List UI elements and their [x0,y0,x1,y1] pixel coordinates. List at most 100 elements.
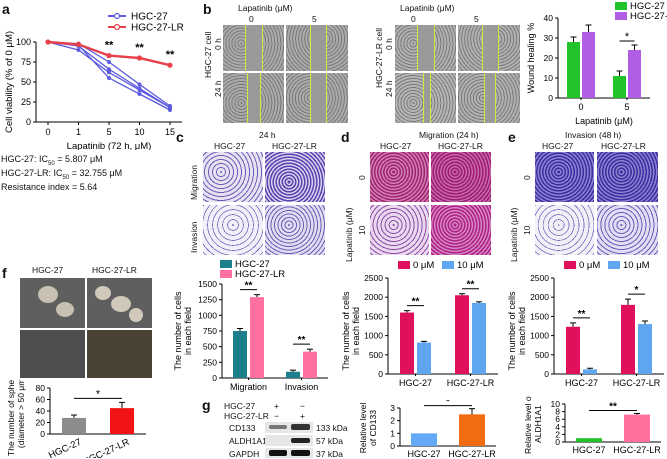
panel-g-label: g [202,397,211,413]
data-point [168,105,172,110]
y-axis-label: (diameter > 50 μm) [16,380,26,448]
y-tick-label: 250 [203,357,217,367]
c-row: Migration [189,165,199,200]
y-tick-label: 1500 [530,311,549,321]
bar [582,32,595,98]
g-sign: − [274,411,279,421]
y-tick-label: 0 [26,117,31,127]
legend-label: HGC-27-LR [630,11,667,22]
x-tick-label: 1 [76,127,81,137]
significance-mark: * [446,400,450,408]
b-time-label: 0 h [384,38,394,50]
b-time-label: 0 h [213,38,223,50]
y-tick-label: 1000 [198,310,217,320]
g-band: GAPDH [229,449,260,459]
stain-image [203,205,263,255]
legend-label: HGC-27 [131,12,168,23]
b-dose: 0 [411,14,416,24]
y-tick-label: 750 [203,326,217,336]
data-point [75,41,82,48]
b-time-label: 24 h [384,80,394,97]
legend-label: 0 μM [413,260,434,271]
y-tick-label: 2 [555,429,560,439]
x-tick-label: 15 [165,127,175,137]
y-tick-label: 0 [40,429,45,439]
bar [411,433,437,446]
ic50-hgc27: HGC-27: IC50 = 5.807 μM [1,154,103,167]
x-tick-label: HGC-27 [399,378,432,388]
significance-mark: ** [412,297,420,308]
b-dose: 0 [249,14,254,24]
legend-swatch [220,270,232,278]
y-tick-label: 0 [555,437,560,447]
legend-swatch [442,261,454,269]
y-tick-label: 1250 [198,295,217,305]
d-dose: 0 [357,175,367,180]
data-point [107,60,111,64]
bar [638,324,652,374]
bar [567,42,580,98]
x-tick-label: HGC-27 [565,378,598,388]
d-col: HGC-27 [380,141,412,151]
x-tick-label: 0 [578,102,583,112]
y-axis-label: ALDH1A1 [533,405,543,443]
y-tick-label: 2500 [364,273,383,283]
b-dose: 5 [474,14,479,24]
legend-swatch [220,260,232,268]
bar [576,438,602,442]
x-tick-label: HGC-27-LR [448,449,496,458]
y-tick-label: 20 [36,418,46,428]
bar [472,302,486,374]
x-tick-label: HGC-27 [47,437,83,458]
significance-mark: ** [135,42,144,54]
stain-image [265,205,325,255]
data-point [45,39,51,45]
panel-b-label: b [203,1,212,17]
y-axis-label: in each field [351,307,361,355]
g-lane-hdr: HGC-27-LR [224,411,269,421]
d-title: Migration (24 h) [419,130,479,140]
stain-image [535,152,594,202]
significance-mark: * [635,285,639,296]
bar [233,331,247,378]
legend-label: 10 μM [623,260,650,271]
y-tick-label: 1000 [530,331,549,341]
d-dose-label: Lapatinib (μM) [344,207,354,262]
ic50-hgc27-lr: HGC-27-LR: IC50 = 32.755 μM [1,168,123,181]
series-line [47,41,171,109]
y-tick-label: 500 [535,350,549,360]
y-axis-label: The number of cells [341,291,351,371]
wound-image [223,73,284,123]
data-point [137,92,142,96]
legend-swatch [398,261,410,269]
e-dose: 10 [522,225,532,235]
y-tick-label: 0 [212,373,217,383]
bar [417,342,431,374]
x-tick-label: Invasion [285,382,319,392]
resistance-index: Resistance index = 5.64 [1,182,98,192]
y-tick-label: 40 [544,13,554,23]
significance-mark: ** [298,335,306,346]
y-tick-label: 0 [378,369,383,379]
wound-image [395,73,456,123]
significance-mark: ** [467,280,475,291]
y-tick-label: 25 [21,97,31,107]
panel-a-label: a [2,1,10,17]
data-point [107,76,111,80]
e-col: HGC-27 [542,141,574,151]
x-axis-label: Lapatinib (μM) [575,116,633,126]
g-sign: + [274,401,279,411]
significance-mark: ** [105,40,114,52]
sphere-image [87,278,152,328]
blot-gapdh [265,448,313,458]
y-tick-label: 6 [555,414,560,424]
x-tick-label: 5 [106,127,111,137]
y-tick-label: 75 [21,57,31,67]
x-tick-label: HGC-27 [572,445,605,455]
g-sign: − [300,401,305,411]
y-axis-label: The number of spheres [6,380,16,456]
legend-swatch [615,2,627,10]
y-tick-label: 1500 [364,311,383,321]
bar [250,297,264,378]
